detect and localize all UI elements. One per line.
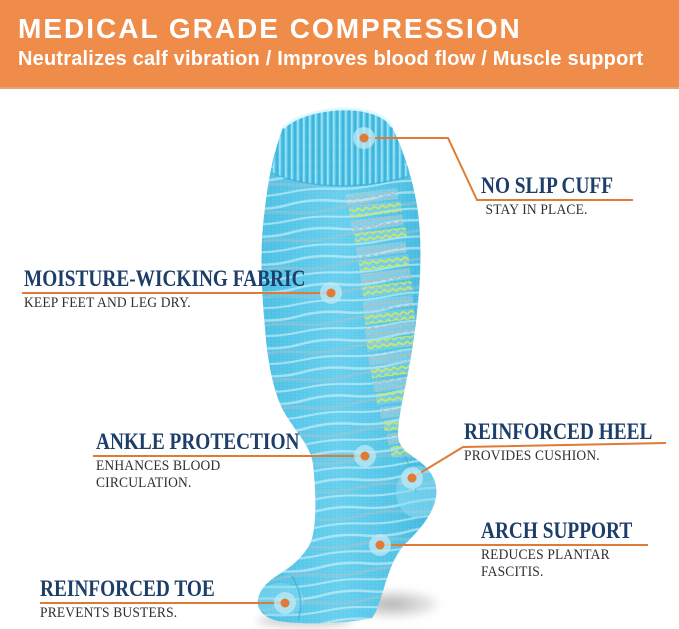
product-diagram: NO SLIP CUFF STAY IN PLACE. MOISTURE-WIC…: [0, 89, 679, 629]
callout-title: ARCH SUPPORT: [481, 518, 633, 543]
callout-dot-toe: [274, 592, 296, 614]
leader-line-heel: [411, 442, 667, 479]
callout-subtitle: PREVENTS BUSTERS.: [40, 605, 178, 621]
sock-cuff: [271, 107, 410, 187]
leader-lines: [22, 137, 667, 604]
callout-title: ANKLE PROTECTION: [96, 429, 300, 454]
callout-arch-support: ARCH SUPPORT REDUCES PLANTAR FASCITIS.: [481, 518, 661, 581]
callout-subtitle: ENHANCES BLOOD CIRCULATION.: [96, 458, 221, 491]
callout-dot-cuff: [353, 127, 375, 149]
callout-title: NO SLIP CUFF: [481, 173, 614, 198]
callout-title: REINFORCED HEEL: [464, 419, 653, 444]
callout-moisture-wicking-fabric: MOISTURE-WICKING FABRIC KEEP FEET AND LE…: [24, 266, 359, 312]
callout-subtitle: KEEP FEET AND LEG DRY.: [24, 295, 191, 311]
callout-subtitle: REDUCES PLANTAR FASCITIS.: [481, 547, 610, 580]
toe-seam: [291, 575, 302, 621]
sock-body: [257, 107, 437, 624]
callout-title: REINFORCED TOE: [40, 576, 215, 601]
callout-dot-heel: [401, 467, 423, 489]
callout-dot-ankle: [354, 445, 376, 467]
callout-title: MOISTURE-WICKING FABRIC: [24, 266, 306, 291]
leader-line-cuff: [364, 137, 633, 201]
callout-reinforced-heel: REINFORCED HEEL PROVIDES CUSHION.: [464, 419, 679, 465]
callout-dot-moisture: [320, 282, 342, 304]
banner-subtitle: Neutralizes calf vibration / Improves bl…: [18, 48, 644, 70]
callout-reinforced-toe: REINFORCED TOE PREVENTS BUSTERS.: [40, 576, 248, 622]
banner-title: MEDICAL GRADE COMPRESSION: [18, 13, 522, 44]
callout-no-slip-cuff: NO SLIP CUFF STAY IN PLACE.: [481, 173, 638, 219]
callout-dot-arch: [369, 534, 391, 556]
header-banner: MEDICAL GRADE COMPRESSION Neutralizes ca…: [0, 0, 679, 89]
callout-subtitle: STAY IN PLACE.: [485, 202, 588, 218]
callout-subtitle: PROVIDES CUSHION.: [464, 448, 600, 464]
sock-illustration: [22, 107, 667, 628]
callout-ankle-protection: ANKLE PROTECTION ENHANCES BLOOD CIRCULAT…: [96, 429, 338, 492]
callout-dots: [274, 127, 423, 614]
